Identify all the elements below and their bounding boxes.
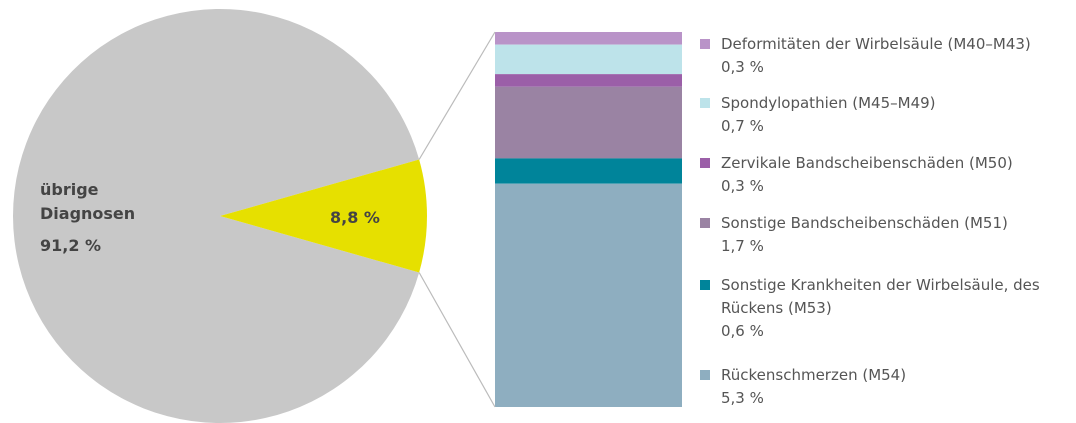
legend-item: Spondylopathien (M45–M49) 0,7 % (700, 92, 1050, 138)
pie-value-label: 91,2 % (40, 236, 102, 255)
bar-segment (495, 158, 682, 184)
legend-label: Rückenschmerzen (M54) (721, 366, 907, 384)
bar-segment (495, 86, 682, 159)
connector-line (418, 31, 496, 160)
legend-label: Sonstige Bandscheibenschäden (M51) (721, 214, 1008, 232)
value-label: 1,7 % (721, 237, 764, 255)
legend-label: Spondylopathien (M45–M49) (721, 94, 936, 112)
legend-item: Sonstige Krankheiten der Wirbelsäule, de… (700, 274, 1050, 343)
legend-swatch (700, 98, 710, 108)
legend-label: Deformitäten der Wirbelsäule (M40–M43) (721, 35, 1031, 53)
bar-segment (495, 74, 682, 87)
legend-swatch (700, 158, 710, 168)
legend-item: Rückenschmerzen (M54) 5,3 % (700, 364, 1050, 410)
legend-swatch (700, 218, 710, 228)
legend-label: Zervikale Bandscheibenschäden (M50) (721, 154, 1013, 172)
connector-line (418, 272, 496, 408)
legend-label: Sonstige Krankheiten der Wirbelsäule, de… (721, 276, 1040, 317)
value-label: 0,3 % (721, 177, 764, 195)
bar-segment (495, 44, 682, 75)
legend-item: Zervikale Bandscheibenschäden (M50) 0,3 % (700, 152, 1050, 198)
bar-segment (495, 183, 682, 407)
legend-swatch (700, 370, 710, 380)
value-label: 5,3 % (721, 389, 764, 407)
legend-swatch (700, 280, 710, 290)
legend-item: Deformitäten der Wirbelsäule (M40–M43) 0,… (700, 33, 1050, 79)
pie-slice (13, 9, 420, 423)
legend-swatch (700, 39, 710, 49)
pie-value-label: 8,8 % (330, 208, 380, 227)
value-label: 0,7 % (721, 117, 764, 135)
pie-category-label: übrige Diagnosen (40, 180, 136, 223)
value-label: 0,3 % (721, 58, 764, 76)
bar-segment (495, 32, 682, 45)
value-label: 0,6 % (721, 322, 764, 340)
legend-item: Sonstige Bandscheibenschäden (M51) 1,7 % (700, 212, 1050, 258)
pie-slice (220, 159, 427, 273)
